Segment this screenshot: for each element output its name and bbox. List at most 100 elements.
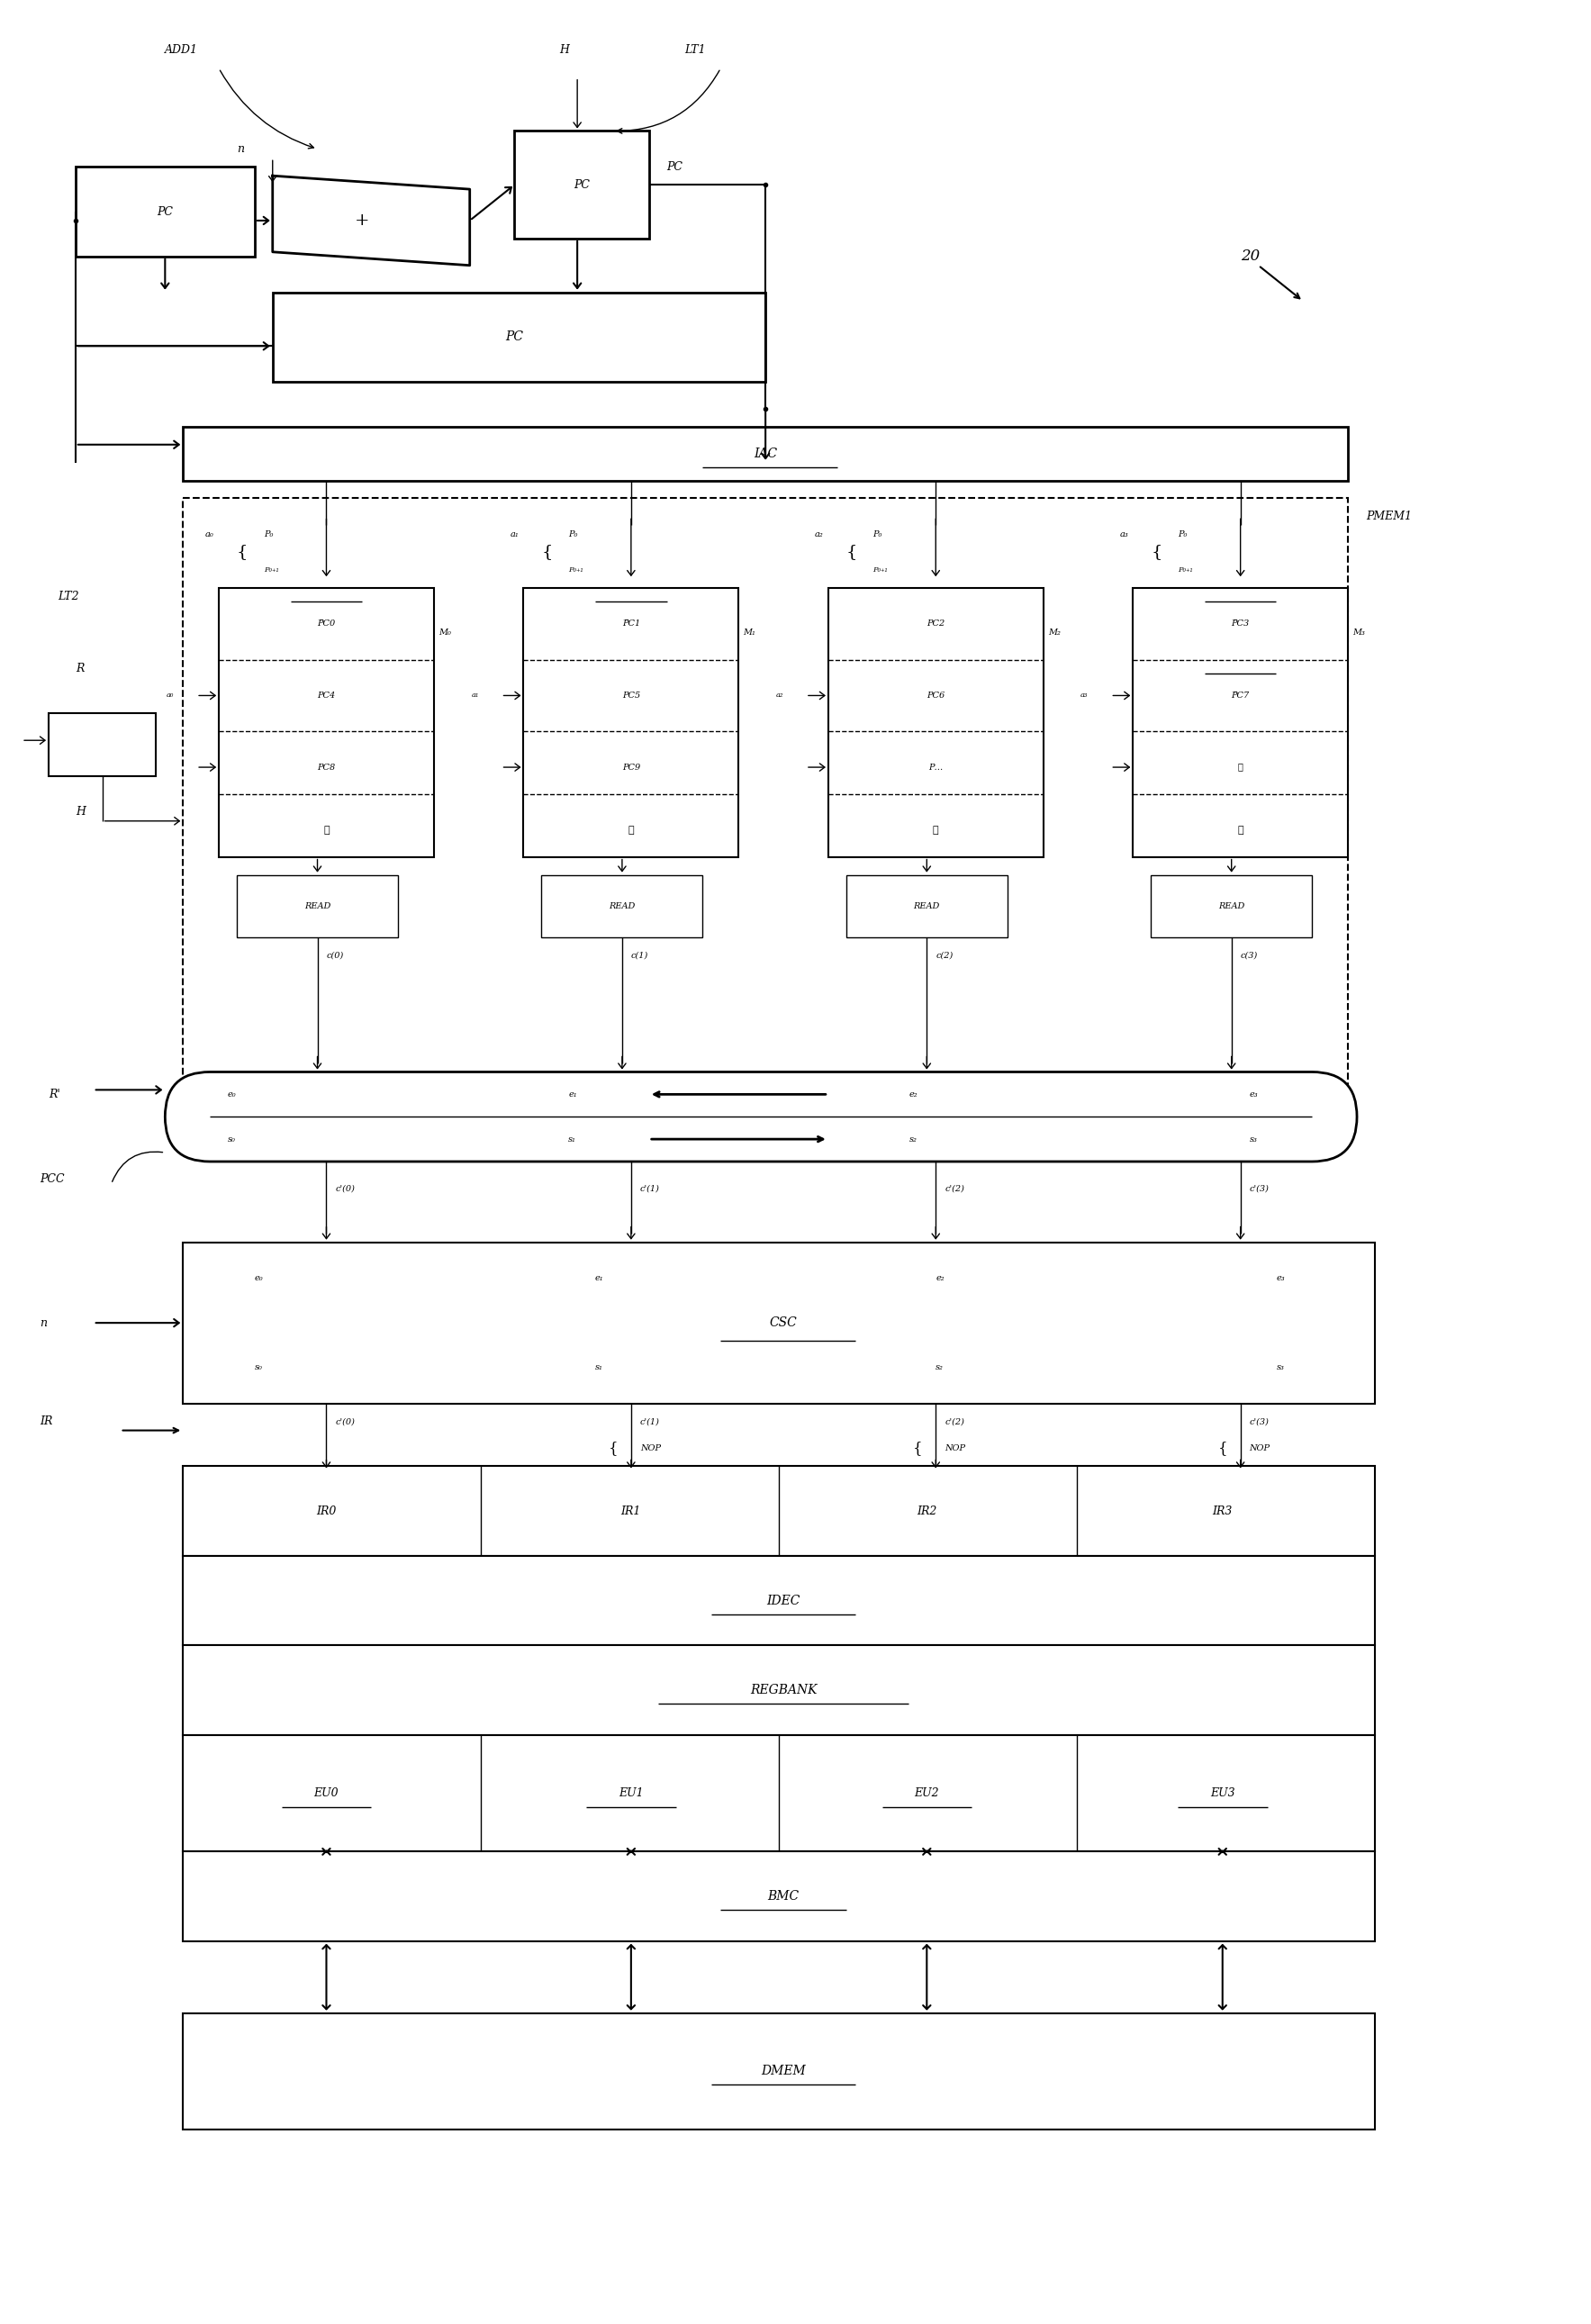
Bar: [49, 713, 156, 776]
Text: a₃: a₃: [1120, 530, 1128, 539]
Bar: [75, 167, 255, 256]
Bar: [272, 293, 765, 381]
Text: P₀₊₁: P₀₊₁: [873, 567, 888, 574]
Text: IAC: IAC: [754, 446, 778, 460]
Bar: [183, 1852, 1375, 1941]
Text: M₃: M₃: [1352, 630, 1365, 637]
Text: n: n: [40, 1318, 46, 1329]
Text: s₁: s₁: [568, 1134, 576, 1143]
Text: R': R': [49, 1088, 60, 1099]
Text: READ: READ: [1219, 902, 1244, 911]
Text: {: {: [609, 1441, 619, 1455]
Text: M₁: M₁: [743, 630, 756, 637]
Text: e₃: e₃: [1249, 1090, 1258, 1099]
Text: H: H: [560, 44, 570, 56]
Text: s₂: s₂: [936, 1364, 943, 1371]
Text: e₀: e₀: [255, 1274, 264, 1283]
Text: a₂: a₂: [815, 530, 824, 539]
Text: s₂: s₂: [908, 1134, 916, 1143]
Text: c'(2): c'(2): [945, 1418, 964, 1425]
Text: READ: READ: [913, 902, 940, 911]
Text: EU2: EU2: [915, 1787, 939, 1799]
Text: IR3: IR3: [1212, 1506, 1233, 1518]
Text: s₀: s₀: [255, 1364, 263, 1371]
Text: {: {: [541, 544, 552, 560]
Text: M₂: M₂: [1048, 630, 1060, 637]
Text: P₀₊₁: P₀₊₁: [568, 567, 584, 574]
Text: BMC: BMC: [767, 1889, 799, 1903]
Bar: [220, 588, 434, 858]
Text: IDEC: IDEC: [767, 1594, 800, 1606]
Text: ⋯: ⋯: [1238, 825, 1244, 834]
Bar: [846, 874, 1007, 937]
Text: P₀: P₀: [568, 530, 578, 539]
Text: P̅C3: P̅C3: [1231, 621, 1249, 627]
Text: CSC: CSC: [770, 1318, 797, 1329]
Text: P₀₊₁: P₀₊₁: [1177, 567, 1193, 574]
Text: REGBANK: REGBANK: [749, 1685, 816, 1697]
Text: EU0: EU0: [313, 1787, 339, 1799]
Text: c'(2): c'(2): [945, 1185, 964, 1192]
Text: PC: PC: [667, 160, 683, 172]
Text: {: {: [846, 544, 858, 560]
Text: NOP: NOP: [640, 1443, 660, 1452]
Bar: [183, 1243, 1375, 1404]
Text: IR1: IR1: [620, 1506, 641, 1518]
Text: a₀: a₀: [205, 530, 215, 539]
Text: ⋯: ⋯: [1238, 762, 1243, 772]
Text: 20: 20: [1241, 249, 1260, 265]
Bar: [1150, 874, 1313, 937]
Text: e₂: e₂: [936, 1274, 945, 1283]
Text: e₀: e₀: [228, 1090, 237, 1099]
Bar: [183, 1645, 1375, 1736]
Text: {: {: [913, 1441, 923, 1455]
Text: M₀: M₀: [439, 630, 450, 637]
Text: EU1: EU1: [619, 1787, 643, 1799]
Text: EU3: EU3: [1211, 1787, 1235, 1799]
Text: R: R: [75, 662, 84, 674]
Text: c(3): c(3): [1241, 951, 1258, 960]
Bar: [1133, 588, 1348, 858]
Text: +: +: [355, 211, 369, 228]
Text: PC9: PC9: [622, 762, 640, 772]
Text: READ: READ: [609, 902, 635, 911]
Text: c'(0): c'(0): [336, 1418, 355, 1425]
Bar: [514, 130, 649, 239]
Text: c'(1): c'(1): [640, 1418, 660, 1425]
Text: PC5: PC5: [622, 693, 640, 700]
Text: IR0: IR0: [317, 1506, 336, 1518]
Text: a₂: a₂: [776, 693, 783, 700]
Text: PC8: PC8: [317, 762, 336, 772]
Text: H: H: [75, 806, 86, 818]
Bar: [183, 1466, 1375, 1555]
Text: ⋯: ⋯: [628, 825, 635, 834]
FancyBboxPatch shape: [165, 1071, 1357, 1162]
Bar: [237, 874, 398, 937]
Text: LT1: LT1: [684, 44, 706, 56]
Text: NOP: NOP: [945, 1443, 966, 1452]
Bar: [541, 874, 703, 937]
Text: a₁: a₁: [471, 693, 479, 700]
Text: PC2: PC2: [926, 621, 945, 627]
Text: s₁: s₁: [595, 1364, 603, 1371]
Text: PC6: PC6: [926, 693, 945, 700]
Text: PC: PC: [574, 179, 590, 191]
Text: c'(3): c'(3): [1249, 1418, 1270, 1425]
Text: {: {: [1150, 544, 1161, 560]
Text: IR2: IR2: [916, 1506, 937, 1518]
Text: c'(3): c'(3): [1249, 1185, 1270, 1192]
Text: c(0): c(0): [326, 951, 344, 960]
Text: ⋯: ⋯: [932, 825, 939, 834]
Bar: [829, 588, 1044, 858]
Bar: [183, 1555, 1375, 1645]
Text: P…: P…: [929, 762, 943, 772]
Text: DMEM: DMEM: [760, 2064, 805, 2078]
Text: P₀: P₀: [873, 530, 883, 539]
Bar: [183, 428, 1348, 481]
Bar: [183, 1736, 1375, 1852]
Text: a₁: a₁: [511, 530, 519, 539]
Text: c(1): c(1): [632, 951, 649, 960]
Text: s₀: s₀: [228, 1134, 235, 1143]
Text: c'(1): c'(1): [640, 1185, 660, 1192]
Text: {: {: [1219, 1441, 1228, 1455]
